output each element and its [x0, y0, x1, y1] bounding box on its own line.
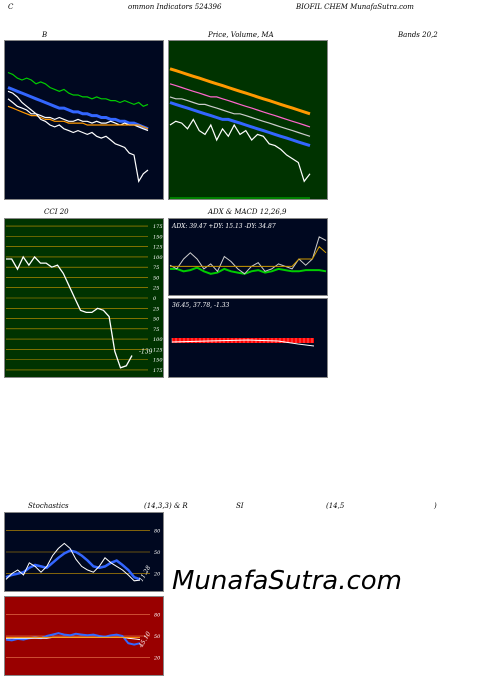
bb-series-line — [7, 98, 149, 132]
cci-tick-label: 175 — [153, 224, 163, 230]
adx-panel: ADX: 39.47 +DY: 15.13 -DY: 34.87 — [168, 218, 328, 296]
cci-tick-label: 25 — [152, 286, 159, 292]
stoch-series-line — [5, 542, 141, 582]
header-indicators: ommon Indicators 524396 — [128, 3, 222, 11]
cci-tick-label: 75 — [153, 265, 159, 271]
ma-series-line — [169, 96, 311, 137]
ma-series-line — [169, 118, 311, 183]
ma-series-line — [169, 67, 311, 116]
price-ma-panel — [168, 40, 328, 200]
macd-line — [171, 339, 315, 347]
cci-tick-label: 75 — [153, 327, 159, 333]
adx-series-line — [170, 245, 327, 267]
cci-line — [6, 255, 133, 369]
bb-series-line — [7, 90, 149, 183]
ma-series-line — [169, 83, 311, 128]
adx-series-line — [170, 266, 327, 275]
macd-readout: 36.45, 37.78, -1.33 — [172, 302, 230, 309]
rsi-params: (14,5 — [326, 502, 345, 510]
cci-tick-label: 125 — [153, 245, 163, 251]
adx-series-line — [169, 236, 327, 275]
bb-series-line — [7, 86, 149, 131]
panel-background — [4, 40, 164, 200]
ma-series-line — [169, 101, 311, 148]
adx-readout: ADX: 39.47 +DY: 15.13 -DY: 34.87 — [171, 223, 276, 230]
cci-tick-label: 100 — [153, 255, 163, 261]
adx-title: ADX & MACD 12,26,9 — [208, 208, 287, 216]
cci-tick-label: 50 — [153, 317, 160, 323]
cci-tick-label: 50 — [153, 275, 160, 281]
rsi-tick-label: 50 — [154, 634, 161, 640]
cci-panel: 175 150 125 100 75 50 25 0 25 50 75 100 125 150 175 -13… — [4, 218, 164, 378]
rsi-title: SI — [236, 502, 244, 510]
rsi-close: ) — [434, 502, 437, 510]
panel-background — [168, 218, 328, 296]
rsi-tick-label: 80 — [154, 612, 161, 618]
cci-tick-label: 150 — [153, 234, 163, 240]
bb-title-price: Price, Volume, MA — [208, 31, 274, 39]
bb-series-line — [7, 105, 149, 130]
cci-tick-label: 100 — [153, 337, 163, 343]
stoch-params: (14,3,3) & R — [144, 502, 188, 510]
header-site: BIOFIL CHEM MunafaSutra.com — [296, 3, 414, 11]
stoch-series-line — [5, 549, 141, 581]
stoch-tick-label: 80 — [154, 528, 161, 534]
cci-tick-label: 25 — [152, 306, 159, 312]
bb-title-left: B — [42, 31, 48, 39]
watermark-text: MunafaSutra.com — [172, 566, 403, 596]
rsi-tick-label: 20 — [153, 656, 161, 662]
cci-last-value: -139 — [139, 348, 153, 355]
bollinger-panel — [4, 40, 164, 200]
cci-tick-label: 0 — [153, 296, 157, 302]
macd-panel: 36.45, 37.78, -1.33 — [168, 298, 328, 378]
cci-tick-label: 150 — [153, 358, 163, 364]
stoch-title: Stochastics — [28, 502, 69, 510]
bb-title-right: Bands 20,2 — [398, 31, 438, 39]
stoch-tick-label: 50 — [154, 550, 161, 556]
cci-tick-label: 175 — [153, 368, 163, 374]
header-letter: C — [8, 3, 14, 11]
stoch-tick-label: 20 — [153, 572, 161, 578]
cci-tick-label: 125 — [153, 347, 163, 353]
cci-title: CCI 20 — [44, 208, 69, 216]
bb-series-line — [7, 71, 149, 107]
